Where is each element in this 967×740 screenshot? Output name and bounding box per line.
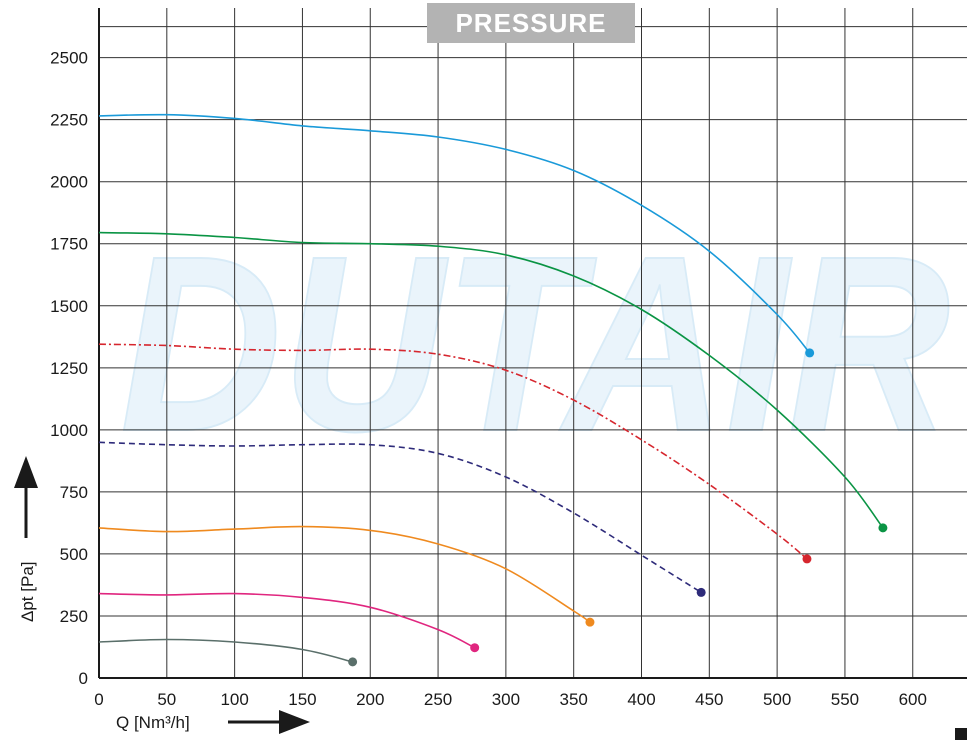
y-tick-label: 250 <box>60 607 88 626</box>
x-tick-label: 200 <box>356 690 384 709</box>
x-tick-label: 500 <box>763 690 791 709</box>
x-tick-label: 400 <box>627 690 655 709</box>
series-endpoint-6 <box>470 643 480 653</box>
x-axis-label: Q [Nm³/h] <box>116 713 190 732</box>
x-tick-label: 100 <box>220 690 248 709</box>
series-line-6 <box>98 592 476 649</box>
series-line-5 <box>98 525 591 623</box>
x-axis-label-group: Q [Nm³/h] <box>116 710 310 734</box>
x-tick-label: 450 <box>695 690 723 709</box>
y-tick-label: 1000 <box>50 421 88 440</box>
y-tick-label: 0 <box>79 669 88 688</box>
corner-mark <box>955 728 967 740</box>
x-tick-label: 150 <box>288 690 316 709</box>
series-endpoint-1 <box>805 348 815 358</box>
grid <box>99 8 967 678</box>
y-tick-label: 500 <box>60 545 88 564</box>
x-tick-label: 300 <box>492 690 520 709</box>
series-endpoint-3 <box>802 554 812 564</box>
axes <box>98 8 967 679</box>
x-arrow-head <box>279 710 310 734</box>
y-tick-label: 2500 <box>50 49 88 68</box>
x-tick-label: 350 <box>560 690 588 709</box>
series-line-4 <box>98 441 702 594</box>
series-line-1 <box>98 113 811 354</box>
y-tick-label: 750 <box>60 483 88 502</box>
series-group <box>98 113 888 667</box>
x-tick-labels: 0 50 100 150 200 250 300 350 400 450 500 550 600 <box>94 690 927 709</box>
x-tick-label: 250 <box>424 690 452 709</box>
x-tick-label: 0 <box>94 690 103 709</box>
y-axis-label: Δpt [Pa] <box>18 562 37 623</box>
series-endpoint-4 <box>696 587 706 597</box>
series-line-7 <box>98 638 353 663</box>
series-endpoint-5 <box>585 617 595 627</box>
series-line-3 <box>98 343 808 560</box>
y-tick-labels: 0 250 500 750 1000 1250 1500 1750 2000 2250 2500 <box>50 49 88 688</box>
x-tick-label: 600 <box>899 690 927 709</box>
series-line-2 <box>98 231 884 529</box>
y-tick-label: 1750 <box>50 235 88 254</box>
watermark: DUTAIR <box>120 204 950 483</box>
y-tick-label: 2250 <box>50 111 88 130</box>
y-tick-label: 1500 <box>50 297 88 316</box>
y-tick-label: 2000 <box>50 173 88 192</box>
y-arrow-head <box>14 456 38 488</box>
series-endpoint-7 <box>348 657 358 667</box>
chart-title: PRESSURE <box>455 8 606 38</box>
y-axis-label-group: Δpt [Pa] <box>14 456 38 622</box>
x-tick-label: 50 <box>157 690 176 709</box>
y-tick-label: 1250 <box>50 359 88 378</box>
x-tick-label: 550 <box>831 690 859 709</box>
title-box <box>427 3 635 43</box>
series-endpoint-2 <box>878 523 888 533</box>
